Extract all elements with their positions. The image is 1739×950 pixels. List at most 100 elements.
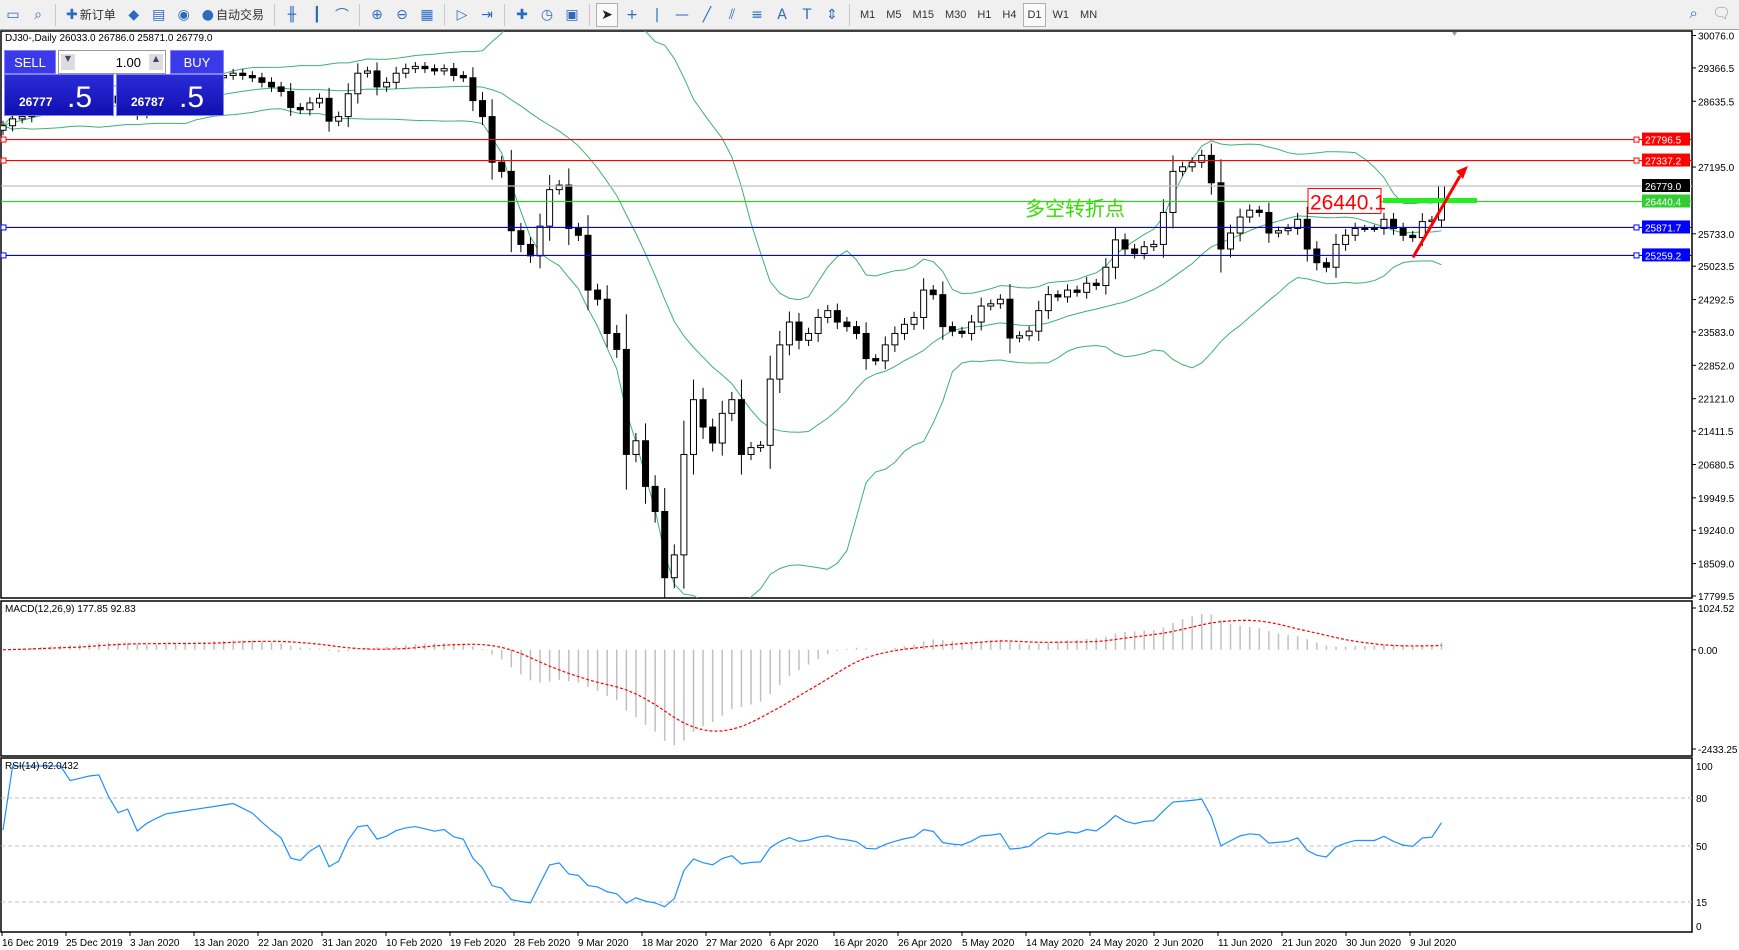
timeframe-m5[interactable]: M5 [886,8,902,21]
candle [315,93,323,108]
timeframe-w1[interactable]: W1 [1052,8,1070,21]
vertical-line-button[interactable]: | [646,3,668,27]
candle [1255,205,1263,217]
chart-area[interactable]: 30076.0 29366.5 28635.5 27195.0 25733.0 25023… [0,30,1739,950]
zoom-out-button[interactable]: ⊖ [391,3,413,27]
candle-body [929,289,937,296]
fibonacci-icon: ≡ [751,6,763,23]
candle [555,180,563,195]
lot-stepper[interactable]: ▼ 1.00 ▲ [58,50,166,74]
timeframe-h4[interactable]: H4 [1002,8,1017,21]
date-tick-label: 10 Feb 2020 [386,938,443,949]
line-chart-icon: ⌒ [334,7,349,24]
candle-body [900,323,908,334]
candle [1274,226,1282,238]
candle [498,155,506,178]
candle [709,418,717,452]
sell-price[interactable]: 26777 .5 [4,74,114,116]
price-tick-label: 17799.5 [1698,592,1735,603]
signal-button[interactable]: ◉ [173,3,195,27]
horizontal-line-button[interactable]: — [671,3,693,27]
crosshair-icon: + [626,6,638,23]
date-tick-label: 11 Jun 2020 [1218,938,1273,949]
arrows-button[interactable]: ⇕ [821,3,843,27]
text-button[interactable]: A [771,3,793,27]
line-anchor [1633,252,1640,259]
sell-button[interactable]: SELL [4,50,56,74]
buy-price[interactable]: 26787 .5 [116,74,224,116]
candle [948,321,956,337]
candle-body [1246,209,1254,218]
trendline-button[interactable]: ╱ [696,3,718,27]
candle [1131,243,1139,259]
candlestick-button[interactable]: ┃ [306,3,328,27]
search-icon[interactable]: ⌕ [1689,4,1698,22]
window-button[interactable]: ▭ [2,3,24,27]
candle-body [363,70,371,74]
templates-button[interactable]: ▣ [561,3,583,27]
bar-chart-icon: ╫ [287,6,297,23]
timeframe-mn[interactable]: MN [1080,8,1098,21]
candle [402,63,410,79]
increase-lot-button[interactable]: ▲ [149,54,163,70]
fibonacci-button[interactable]: ≡ [746,3,768,27]
candle-body [968,321,976,334]
candle-body [1121,239,1129,250]
text-label-button[interactable]: T [796,3,818,27]
candle-body [1063,289,1071,298]
buy-button[interactable]: BUY [170,50,224,74]
timeframe-h1[interactable]: H1 [977,8,992,21]
candle [421,62,429,73]
history-icon: ◆ [128,6,140,23]
candle-body [1227,232,1235,250]
timeframe-m30[interactable]: M30 [944,8,967,21]
new-order-button[interactable]: ✚ 新订单 [62,3,120,27]
chat-icon[interactable]: 🗨 [1711,4,1731,22]
macd-signal-line [2,619,1442,732]
candle-body [296,106,304,111]
candle [1150,240,1158,252]
timeframe-d1[interactable]: D1 [1023,2,1046,27]
channel-icon: ⫽ [728,6,736,23]
timeframe-m1[interactable]: M1 [859,8,876,21]
autotrading-button[interactable]: ● 自动交易 [198,3,268,27]
candle [795,312,803,350]
lot-input[interactable]: 1.00 [115,55,141,70]
zoom-window-button[interactable]: ⌕ [27,3,49,27]
autoscroll-button[interactable]: ▷ [451,3,473,27]
candle-body [258,77,266,83]
line-anchor [1633,224,1640,231]
candle [920,278,928,330]
candle-body [632,440,640,455]
trend-arrow-line [1411,175,1462,259]
candle [718,400,726,456]
price-tick-label: 18509.0 [1698,560,1735,571]
candle [785,311,793,356]
rsi-tick-label: 80 [1696,794,1708,805]
indicators-button[interactable]: ✚ [511,3,533,27]
candle-body [881,344,889,362]
history-button[interactable]: ◆ [123,3,145,27]
cursor-button[interactable]: ➤ [595,2,618,27]
candle-body [757,444,765,449]
timeframe-m15[interactable]: M15 [912,8,934,21]
line-chart-button[interactable]: ⌒ [331,3,353,27]
price-tick-label: 21411.5 [1698,427,1734,438]
tile-button[interactable]: ▦ [416,3,438,27]
zoom-in-button[interactable]: ⊕ [366,3,388,27]
terminal-button[interactable]: ▤ [148,3,170,27]
candle [229,68,237,80]
bar-chart-button[interactable]: ╫ [281,3,303,27]
candle [248,71,256,83]
candle [968,314,976,341]
decrease-lot-button[interactable]: ▼ [61,54,75,70]
periods-button[interactable]: ◷ [536,3,558,27]
chart-shift-button[interactable]: ⇥ [476,3,498,27]
channel-button[interactable]: ⫽ [721,3,743,27]
candle-body [603,298,611,334]
candle [1025,326,1033,341]
crosshair-button[interactable]: + [621,3,643,27]
candle-body [565,184,573,229]
candle-body [344,93,352,118]
line-anchor [0,157,7,164]
